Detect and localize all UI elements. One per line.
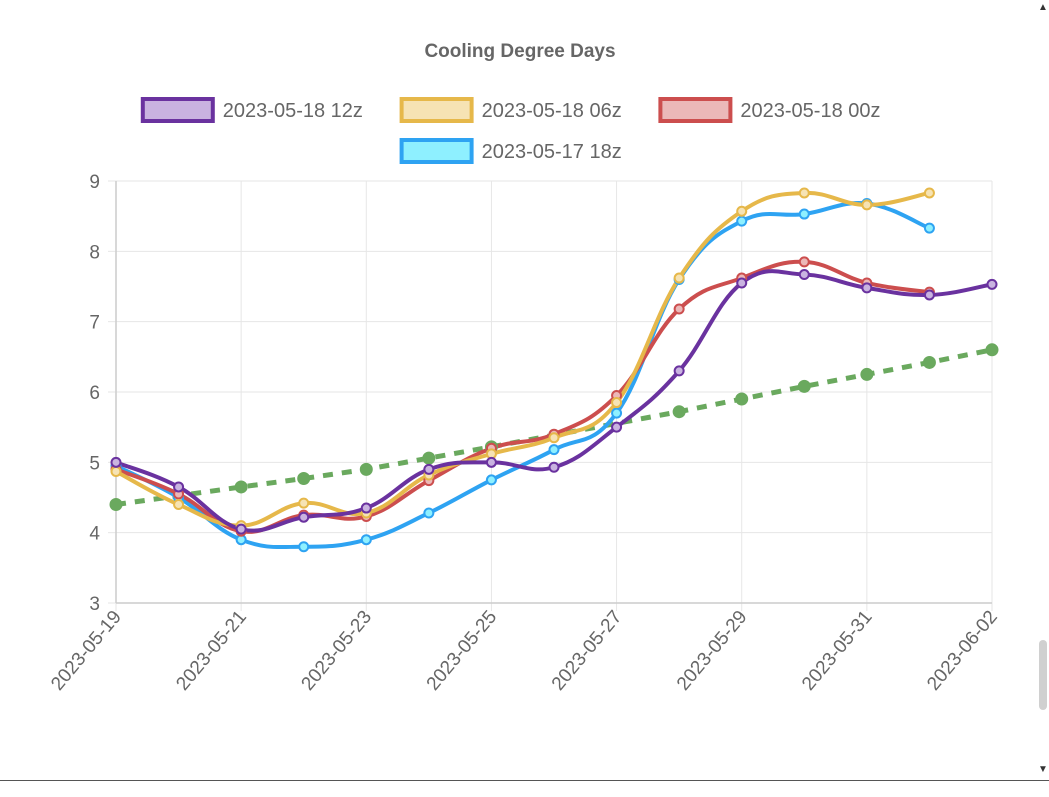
legend-swatch <box>399 138 474 164</box>
series-data-point[interactable] <box>986 278 998 290</box>
series-data-point[interactable] <box>110 465 122 477</box>
series-data-point[interactable] <box>360 502 372 514</box>
y-tick-label: 4 <box>89 524 100 545</box>
series-data-point[interactable] <box>673 365 685 377</box>
series-line-0 <box>115 269 993 533</box>
normal-data-point[interactable] <box>297 472 311 486</box>
scroll-up-arrow-icon[interactable]: ▲ <box>1038 2 1048 13</box>
axes: 3 4 5 6 7 8 9 2023-05-19 2023-05-21 2023-05-23 202… <box>47 172 1002 695</box>
series-data-point[interactable] <box>736 205 748 217</box>
series-data-point[interactable] <box>548 432 560 444</box>
normal-data-point[interactable] <box>109 498 123 512</box>
legend-label: 2023-05-18 12z <box>223 100 363 122</box>
y-tick-label: 8 <box>89 242 100 263</box>
legend-label: 2023-05-17 18z <box>482 141 622 163</box>
series-data-point[interactable] <box>110 456 122 468</box>
vertical-scrollbar[interactable]: ▲ ▼ <box>1037 0 1049 780</box>
series-line-1 <box>115 190 930 528</box>
series-lines <box>115 190 993 550</box>
series-line-3 <box>115 201 931 550</box>
normal-data-point[interactable] <box>735 392 749 406</box>
y-tick-label: 5 <box>89 453 100 474</box>
normal-data-point[interactable] <box>422 451 436 465</box>
y-tick-label: 7 <box>89 313 100 334</box>
x-tick-label: 2023-05-25 <box>423 607 502 695</box>
series-data-point[interactable] <box>673 272 685 284</box>
y-tick-label: 6 <box>89 383 100 404</box>
series-data-point[interactable] <box>611 407 623 419</box>
x-tick-label: 2023-05-29 <box>673 607 752 695</box>
series-data-point[interactable] <box>798 269 810 281</box>
y-tick-label: 9 <box>89 172 100 193</box>
normal-data-point[interactable] <box>985 343 999 357</box>
series-data-point[interactable] <box>423 507 435 519</box>
chart-title: Cooling Degree Days <box>424 41 615 62</box>
legend-label: 2023-05-18 00z <box>740 100 880 122</box>
bottom-edge-bar <box>0 780 1049 793</box>
series-data-point[interactable] <box>923 187 935 199</box>
normal-data-point[interactable] <box>797 379 811 393</box>
series-data-point[interactable] <box>673 303 685 315</box>
x-tick-label: 2023-05-31 <box>798 607 877 695</box>
series-data-point[interactable] <box>798 208 810 220</box>
series-data-point[interactable] <box>548 444 560 456</box>
legend-swatch <box>399 97 474 123</box>
legend-item[interactable]: 2023-05-17 18z <box>399 138 622 164</box>
series-data-point[interactable] <box>861 282 873 294</box>
data-points <box>109 187 999 553</box>
series-data-point[interactable] <box>861 199 873 211</box>
series-data-point[interactable] <box>611 421 623 433</box>
series-data-point[interactable] <box>485 474 497 486</box>
scrollbar-thumb[interactable] <box>1039 640 1047 710</box>
legend-item[interactable]: 2023-05-18 06z <box>399 97 622 123</box>
series-data-point[interactable] <box>485 456 497 468</box>
legend-swatch <box>140 97 215 123</box>
legend-swatch <box>658 97 733 123</box>
series-data-point[interactable] <box>736 215 748 227</box>
series-data-point[interactable] <box>298 541 310 553</box>
y-tick-label: 3 <box>89 594 100 615</box>
series-data-point[interactable] <box>298 511 310 523</box>
legend-item[interactable]: 2023-05-18 00z <box>658 97 881 123</box>
series-data-point[interactable] <box>923 289 935 301</box>
x-tick-label: 2023-05-27 <box>548 607 627 695</box>
normal-data-point[interactable] <box>672 405 686 419</box>
series-data-point[interactable] <box>736 277 748 289</box>
scroll-down-arrow-icon[interactable]: ▼ <box>1038 764 1048 775</box>
series-data-point[interactable] <box>173 481 185 493</box>
series-data-point[interactable] <box>173 499 185 511</box>
x-tick-label: 2023-05-23 <box>298 607 377 695</box>
series-data-point[interactable] <box>611 397 623 409</box>
normal-data-point[interactable] <box>922 355 936 369</box>
normal-data-point[interactable] <box>359 462 373 476</box>
legend-item[interactable]: 2023-05-18 12z <box>140 97 363 123</box>
legend: 2023-05-18 12z 2023-05-18 06z 2023-05-18 0… <box>140 97 881 164</box>
series-data-point[interactable] <box>298 497 310 509</box>
x-tick-label: 2023-05-19 <box>47 607 126 695</box>
series-data-point[interactable] <box>798 187 810 199</box>
legend-label: 2023-05-18 06z <box>482 100 622 122</box>
x-tick-label: 2023-05-21 <box>172 607 251 695</box>
series-data-point[interactable] <box>798 256 810 268</box>
x-tick-label: 2023-06-02 <box>923 607 1002 695</box>
series-data-point[interactable] <box>423 463 435 475</box>
series-data-point[interactable] <box>360 534 372 546</box>
series-data-point[interactable] <box>548 461 560 473</box>
series-data-point[interactable] <box>235 523 247 535</box>
normal-data-point[interactable] <box>860 367 874 381</box>
grid-lines <box>108 180 993 611</box>
normal-data-point[interactable] <box>234 480 248 494</box>
series-data-point[interactable] <box>923 222 935 234</box>
